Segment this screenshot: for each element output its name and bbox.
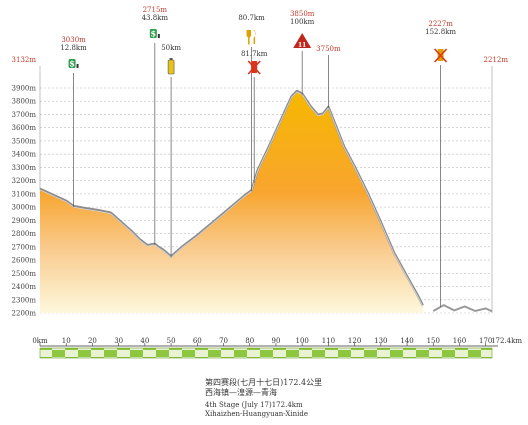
y-axis: 2200m 2300m 2400m 2500m 2600m 2700m 2800m 2900m… bbox=[12, 85, 37, 318]
annotation-km-label: 81.7km bbox=[241, 50, 268, 58]
x-tick-label: 60 bbox=[193, 337, 202, 345]
annotation-height-label: 3850m bbox=[290, 10, 315, 18]
x-tick-label: 120 bbox=[348, 337, 361, 345]
y-tick-label: 2800m bbox=[12, 230, 37, 238]
profile-area bbox=[39, 89, 493, 313]
x-tick-label: 0km bbox=[32, 337, 48, 345]
annotation-height-label: 3030m bbox=[61, 36, 86, 44]
x-tick-label: 90 bbox=[272, 337, 281, 345]
x-tick-label: 130 bbox=[374, 337, 387, 345]
y-tick-label: 2300m bbox=[12, 296, 37, 304]
annotation-km-label: 152.8km bbox=[425, 28, 456, 36]
x-axis-scale-bar: 0km 10 20 30 40 50 60 70 80 90 100 110 120 130 140 150 1… bbox=[32, 337, 522, 359]
x-tick-label: 80 bbox=[245, 337, 254, 345]
x-tick-label: 140 bbox=[400, 337, 413, 345]
y-tick-label: 3100m bbox=[12, 190, 37, 198]
annotation-km-label: 12.8km bbox=[60, 44, 87, 52]
x-tick-label: 150 bbox=[427, 337, 440, 345]
x-tick-label: 160 bbox=[453, 337, 466, 345]
y-tick-label: 2400m bbox=[12, 283, 37, 291]
annotation-km-label: 100km bbox=[290, 18, 315, 26]
svg-text:11: 11 bbox=[298, 42, 306, 49]
annotation-height-label: 3750m bbox=[316, 45, 341, 53]
x-end-label: 172.4km bbox=[491, 337, 522, 345]
start-height-label: 3132m bbox=[12, 56, 37, 64]
svg-text:$: $ bbox=[69, 59, 75, 69]
no-feed-icon bbox=[434, 48, 448, 63]
x-tick-label: 20 bbox=[88, 337, 97, 345]
svg-text:$: $ bbox=[151, 29, 157, 39]
y-tick-label: 3300m bbox=[12, 164, 37, 172]
caption-en-line1: 4th Stage (July 17)172.4km bbox=[205, 401, 303, 409]
y-tick-label: 2600m bbox=[12, 257, 37, 265]
caption-cn-line2: 西海镇—湟源—青海 bbox=[205, 388, 277, 397]
x-tick-label: 110 bbox=[322, 337, 335, 345]
annotation-height-label: 2227m bbox=[428, 20, 453, 28]
annotation-km-label: 43.8km bbox=[142, 14, 169, 22]
x-tick-label: 170 bbox=[479, 337, 492, 345]
annotation-lines bbox=[39, 43, 493, 313]
x-tick-label: 50 bbox=[167, 337, 176, 345]
annotation-km-label: 50km bbox=[161, 44, 181, 52]
caption-en-line2: Xihaizhen-Huangyuan-Xinide bbox=[205, 410, 308, 418]
x-tick-label: 10 bbox=[62, 337, 71, 345]
annotation-km-label: 80.7km bbox=[238, 14, 265, 22]
y-tick-label: 2200m bbox=[12, 310, 37, 318]
scale-bar bbox=[39, 347, 493, 359]
y-tick-label: 3200m bbox=[12, 177, 37, 185]
y-tick-label: 3500m bbox=[12, 137, 37, 145]
end-height-label: 2212m bbox=[484, 56, 509, 64]
x-tick-label: 70 bbox=[219, 337, 228, 345]
x-tick-label: 100 bbox=[295, 337, 308, 345]
profile-tail bbox=[432, 303, 493, 313]
mountain-icon: 11 bbox=[293, 33, 312, 49]
sprint-icon: $ bbox=[149, 29, 160, 39]
y-tick-label: 3900m bbox=[12, 85, 37, 93]
y-tick-label: 2900m bbox=[12, 217, 37, 225]
y-tick-label: 3400m bbox=[12, 151, 37, 159]
y-tick-label: 3800m bbox=[12, 98, 37, 106]
water-bottle-icon bbox=[167, 58, 175, 75]
profile-ridge bbox=[39, 89, 424, 306]
annotation-height-label: 2715m bbox=[143, 6, 168, 14]
profile-fill bbox=[40, 92, 423, 313]
y-tick-label: 3000m bbox=[12, 204, 37, 212]
sprint-icon: $ bbox=[68, 59, 79, 69]
y-tick-label: 2500m bbox=[12, 270, 37, 278]
no-feed-icon bbox=[247, 60, 261, 75]
y-tick-label: 3600m bbox=[12, 124, 37, 132]
profile-ridge-highlight bbox=[39, 91, 424, 307]
x-tick-label: 40 bbox=[140, 337, 149, 345]
caption-cn-line1: 第四赛段(七月十七日)172.4公里 bbox=[205, 378, 323, 387]
feed-zone-icon bbox=[246, 30, 256, 45]
stage-caption: 第四赛段(七月十七日)172.4公里 西海镇—湟源—青海 4th Stage (… bbox=[205, 378, 322, 419]
x-tick-label: 30 bbox=[114, 337, 123, 345]
y-tick-label: 3700m bbox=[12, 111, 37, 119]
y-tick-label: 2700m bbox=[12, 243, 37, 251]
